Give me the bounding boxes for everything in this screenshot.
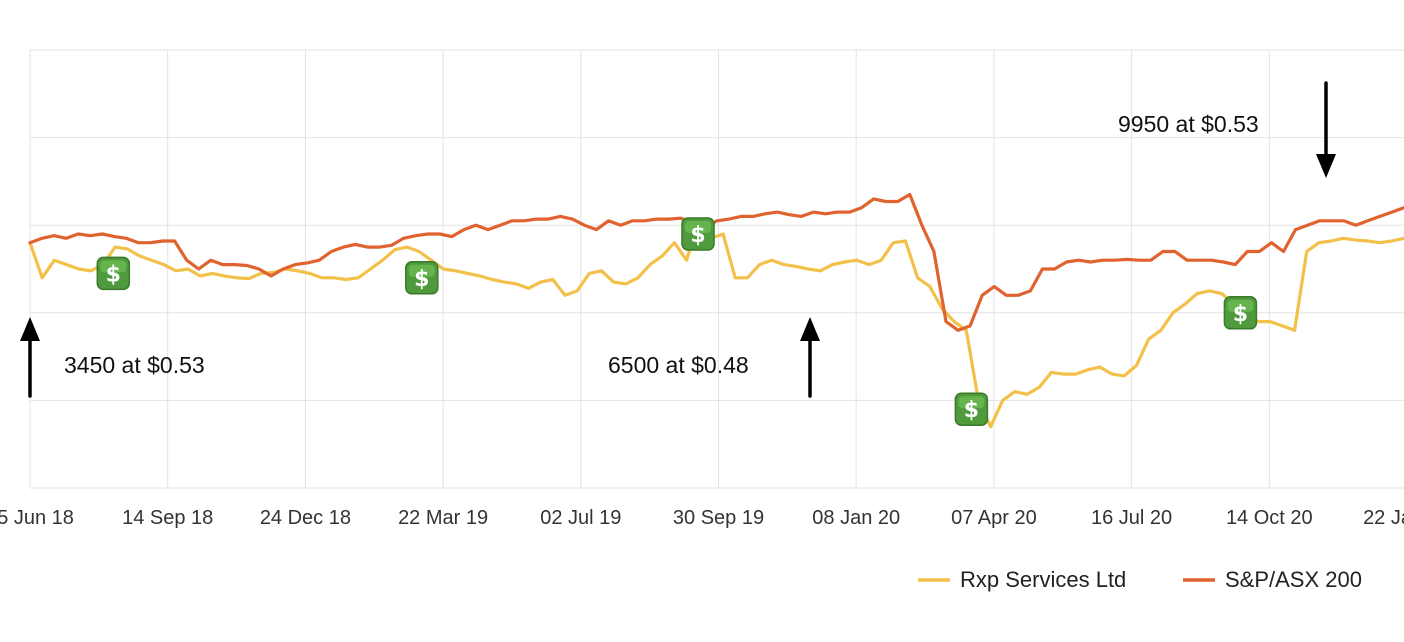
annotation: 3450 at $0.53 bbox=[20, 317, 205, 398]
annotation-label: 3450 at $0.53 bbox=[64, 352, 205, 378]
dollar-icon[interactable]: $ bbox=[681, 217, 715, 251]
arrow-up-icon bbox=[20, 317, 40, 398]
dollar-icon[interactable]: $ bbox=[1223, 296, 1258, 330]
x-tick-label: 02 Jul 19 bbox=[540, 507, 621, 529]
svg-text:$: $ bbox=[1233, 302, 1248, 327]
series-line bbox=[28, 217, 1404, 429]
x-tick-label: 14 Sep 18 bbox=[122, 507, 213, 529]
x-tick-label: 24 Dec 18 bbox=[260, 507, 351, 529]
x-tick-label: 22 Mar 19 bbox=[398, 507, 488, 529]
series-line bbox=[28, 192, 1404, 332]
series-layer bbox=[28, 192, 1404, 429]
x-axis: 25 Jun 18 14 Sep 18 24 Dec 18 22 Mar 19 02 J… bbox=[0, 507, 1404, 529]
arrow-down-icon bbox=[1316, 81, 1336, 178]
marker-layer: $ $ $ $ $ bbox=[96, 217, 1258, 426]
dollar-icon[interactable]: $ bbox=[405, 261, 439, 295]
annotation-label: 6500 at $0.48 bbox=[608, 352, 749, 378]
arrow-up-icon bbox=[800, 317, 820, 398]
dollar-icon[interactable]: $ bbox=[96, 256, 131, 291]
x-tick-label: 14 Oct 20 bbox=[1226, 507, 1313, 529]
legend-label: S&P/ASX 200 bbox=[1225, 567, 1362, 592]
legend-item[interactable]: S&P/ASX 200 bbox=[1183, 567, 1362, 592]
dollar-icon[interactable]: $ bbox=[954, 392, 989, 426]
x-tick-label: 30 Sep 19 bbox=[673, 507, 764, 529]
x-tick-label: 16 Jul 20 bbox=[1091, 507, 1172, 529]
legend-label: Rxp Services Ltd bbox=[960, 567, 1126, 592]
x-tick-label: 07 Apr 20 bbox=[951, 507, 1037, 529]
svg-text:$: $ bbox=[106, 262, 121, 287]
x-tick-label: 22 Jan 21 bbox=[1363, 507, 1404, 529]
svg-text:$: $ bbox=[690, 223, 705, 248]
svg-text:$: $ bbox=[964, 398, 979, 423]
legend: Rxp Services Ltd S&P/ASX 200 bbox=[918, 567, 1362, 592]
annotation: 9950 at $0.53 bbox=[1118, 81, 1336, 178]
annotation-label: 9950 at $0.53 bbox=[1118, 111, 1259, 137]
svg-text:$: $ bbox=[414, 267, 429, 292]
annotation: 6500 at $0.48 bbox=[608, 317, 820, 398]
x-tick-label: 08 Jan 20 bbox=[812, 507, 900, 529]
x-tick-label: 25 Jun 18 bbox=[0, 507, 74, 529]
annotations: 3450 at $0.53 6500 at $0.48 9950 at $0.53 bbox=[20, 81, 1336, 398]
legend-item[interactable]: Rxp Services Ltd bbox=[918, 567, 1126, 592]
grid bbox=[29, 49, 1404, 489]
